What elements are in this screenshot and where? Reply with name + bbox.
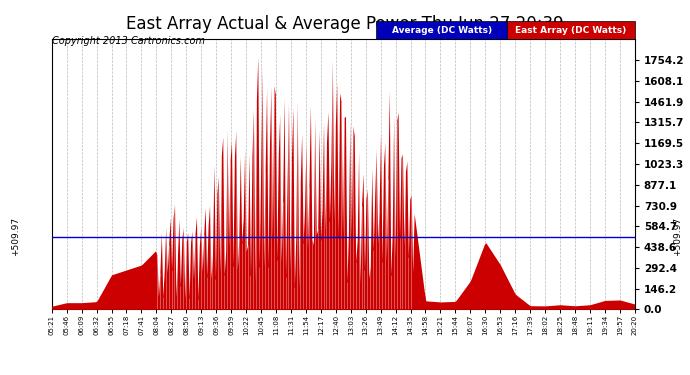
Text: East Array (DC Watts): East Array (DC Watts): [515, 26, 627, 35]
Text: +509.97: +509.97: [10, 217, 20, 256]
Text: +509.97: +509.97: [673, 217, 682, 256]
Text: East Array Actual & Average Power Thu Jun 27 20:39: East Array Actual & Average Power Thu Ju…: [126, 15, 564, 33]
Text: Copyright 2013 Cartronics.com: Copyright 2013 Cartronics.com: [52, 36, 205, 46]
Text: Average (DC Watts): Average (DC Watts): [391, 26, 492, 35]
